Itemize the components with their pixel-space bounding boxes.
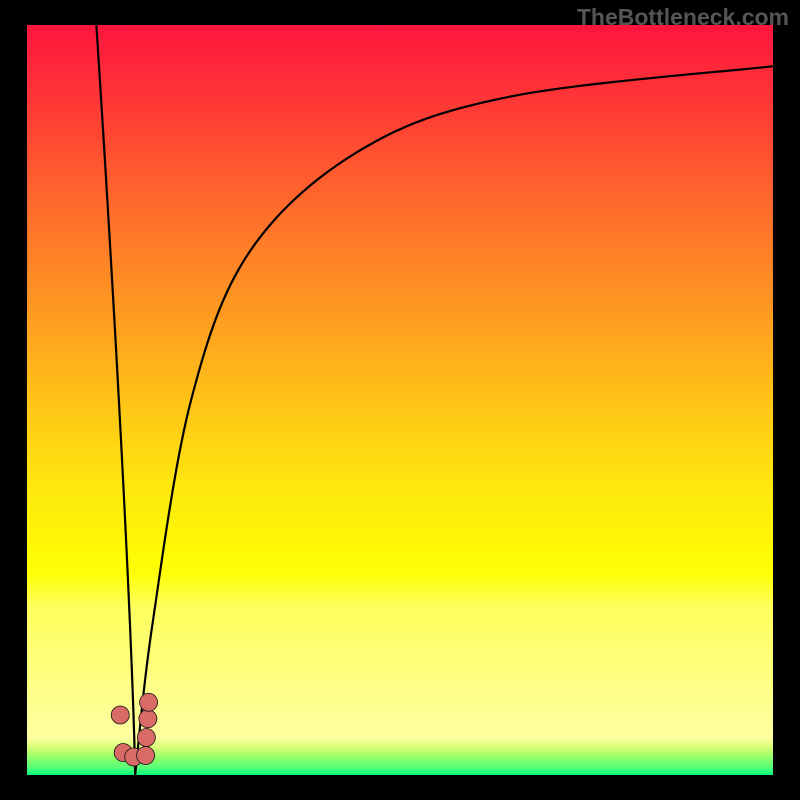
data-marker <box>137 729 155 747</box>
plot-area <box>27 25 773 775</box>
data-marker <box>137 747 155 765</box>
data-marker <box>111 706 129 724</box>
watermark-text: TheBottleneck.com <box>577 4 789 31</box>
data-marker <box>140 693 158 711</box>
gradient-background <box>27 25 773 775</box>
data-marker <box>139 710 157 728</box>
chart-container: TheBottleneck.com <box>0 0 800 800</box>
